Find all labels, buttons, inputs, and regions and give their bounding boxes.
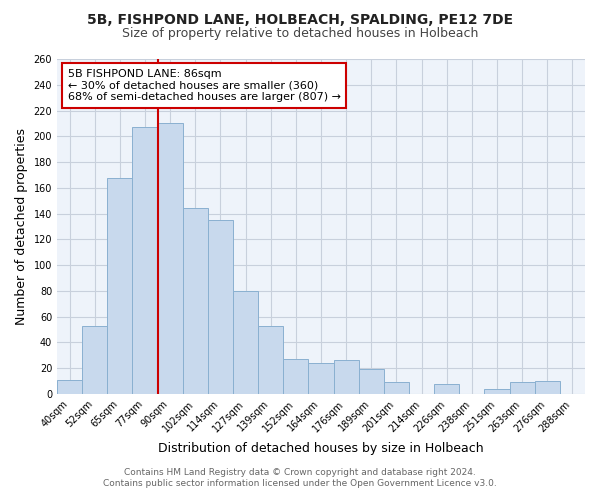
Bar — [107, 178, 133, 394]
Y-axis label: Number of detached properties: Number of detached properties — [15, 128, 28, 325]
Bar — [384, 382, 409, 394]
Bar — [359, 370, 384, 394]
X-axis label: Distribution of detached houses by size in Holbeach: Distribution of detached houses by size … — [158, 442, 484, 455]
Bar — [158, 124, 183, 394]
Text: 5B, FISHPOND LANE, HOLBEACH, SPALDING, PE12 7DE: 5B, FISHPOND LANE, HOLBEACH, SPALDING, P… — [87, 12, 513, 26]
Text: Contains HM Land Registry data © Crown copyright and database right 2024.
Contai: Contains HM Land Registry data © Crown c… — [103, 468, 497, 487]
Bar — [57, 380, 82, 394]
Bar — [535, 381, 560, 394]
Bar — [82, 326, 107, 394]
Text: 5B FISHPOND LANE: 86sqm
← 30% of detached houses are smaller (360)
68% of semi-d: 5B FISHPOND LANE: 86sqm ← 30% of detache… — [68, 69, 341, 102]
Bar — [258, 326, 283, 394]
Bar — [308, 363, 334, 394]
Text: Size of property relative to detached houses in Holbeach: Size of property relative to detached ho… — [122, 28, 478, 40]
Bar — [208, 220, 233, 394]
Bar — [334, 360, 359, 394]
Bar — [283, 359, 308, 394]
Bar — [509, 382, 535, 394]
Bar — [434, 384, 459, 394]
Bar — [183, 208, 208, 394]
Bar — [484, 388, 509, 394]
Bar — [133, 128, 158, 394]
Bar — [233, 291, 258, 394]
